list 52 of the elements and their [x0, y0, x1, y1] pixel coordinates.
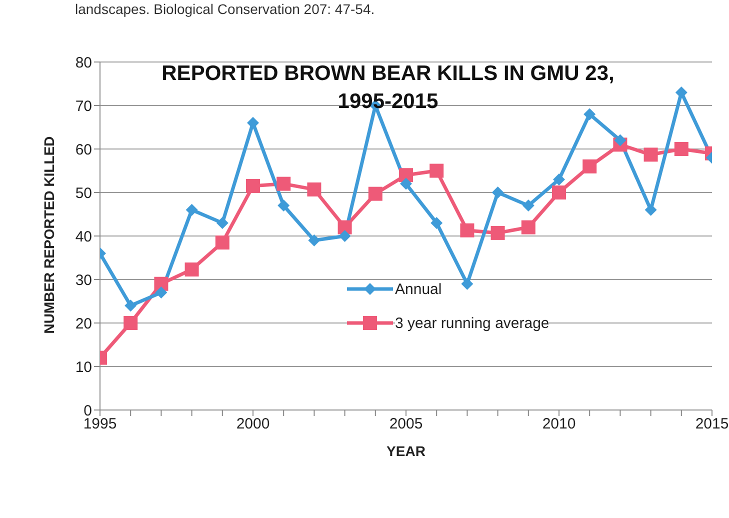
x-tick-label: 2015: [695, 416, 729, 433]
point: [247, 116, 259, 129]
x-axis-title: YEAR: [386, 443, 426, 459]
text: landscapes. Biological Conservation 207: 47-54.: [75, 1, 375, 17]
point: [184, 262, 199, 276]
legend-label: 3 year running average: [395, 314, 550, 332]
point: [216, 216, 228, 229]
point: [399, 168, 413, 182]
point: [644, 148, 658, 162]
point: [124, 316, 138, 330]
y-tick-label: 50: [75, 184, 92, 202]
point: [124, 300, 137, 312]
y-tick-label: 80: [75, 54, 92, 72]
point: [461, 278, 474, 290]
text: REPORTED BROWN BEAR KILLS IN GMU 23, 1995-2015: [160, 61, 616, 115]
point: [368, 186, 382, 201]
point: [338, 230, 351, 242]
point: [430, 216, 443, 229]
point: [674, 142, 688, 156]
point: [278, 200, 290, 212]
point: [430, 164, 444, 178]
point: [186, 204, 198, 216]
point: [308, 234, 320, 246]
point: [644, 204, 657, 216]
y-tick-label: 10: [75, 358, 92, 376]
point: [552, 186, 566, 200]
point: [582, 159, 597, 174]
y-tick-label: 40: [75, 228, 92, 246]
point: [522, 200, 534, 212]
point: [553, 173, 565, 186]
point: [307, 182, 322, 196]
x-tick-label: 2000: [236, 416, 270, 433]
y-tick-label: 70: [75, 98, 92, 115]
point: [614, 134, 626, 146]
y-tick-label: 60: [75, 141, 92, 158]
y-tick-label: 20: [75, 315, 92, 332]
point: [584, 108, 596, 120]
y-axis-title: NUMBER REPORTED KILLED: [41, 136, 57, 334]
point: [400, 178, 412, 190]
x-tick-label: 2005: [389, 416, 423, 433]
y-tick-label: 30: [75, 272, 92, 289]
legend-label: Annual: [395, 280, 442, 298]
x-tick-label: 2010: [542, 416, 576, 433]
point: [521, 220, 536, 234]
point: [492, 186, 504, 198]
point: [246, 178, 260, 193]
point: [460, 223, 474, 238]
point: [276, 176, 291, 191]
point: [675, 86, 688, 98]
point: [215, 236, 230, 250]
point: [490, 226, 505, 240]
point: [155, 286, 168, 299]
